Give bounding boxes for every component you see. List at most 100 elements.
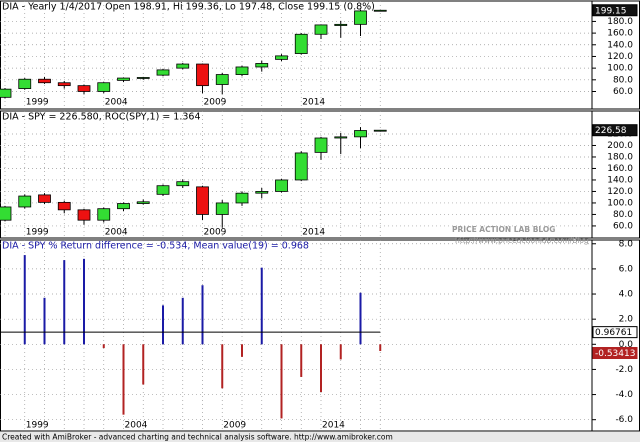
bar bbox=[300, 344, 303, 377]
candle-body bbox=[38, 194, 51, 203]
x-tick-label: 1999 bbox=[26, 98, 49, 108]
candle-body bbox=[255, 191, 269, 194]
last-value-label: 199.15 bbox=[595, 6, 627, 16]
bar bbox=[339, 344, 342, 360]
x-tick-label: 2004 bbox=[105, 98, 128, 108]
bar bbox=[63, 260, 66, 345]
x-tick-label: 2014 bbox=[322, 421, 345, 431]
y-tick-label: -6.0 bbox=[615, 415, 633, 425]
y-tick-label: 160.0 bbox=[607, 164, 633, 174]
pane-title: DIA - SPY % Return difference = -0.534, … bbox=[2, 241, 309, 252]
last-value-label: 226.58 bbox=[595, 126, 627, 136]
candle-body bbox=[196, 186, 209, 215]
candle-body bbox=[18, 195, 32, 208]
bar bbox=[102, 344, 105, 349]
footer-bar bbox=[0, 432, 640, 442]
candle-body bbox=[176, 181, 190, 187]
candle-body bbox=[275, 179, 288, 192]
y-tick-label: 0.0 bbox=[619, 340, 634, 350]
candle-body bbox=[0, 88, 12, 98]
y-tick-label: 180.0 bbox=[607, 17, 633, 27]
candle-body bbox=[136, 77, 150, 79]
bar bbox=[379, 344, 382, 352]
x-tick-label: 2004 bbox=[105, 228, 128, 238]
x-tick-label: 1999 bbox=[26, 228, 49, 238]
x-tick-label: 2009 bbox=[223, 421, 246, 431]
candle-body bbox=[334, 136, 348, 139]
y-tick-label: 120.0 bbox=[607, 187, 633, 197]
bar bbox=[221, 344, 224, 389]
candle-body bbox=[97, 208, 111, 221]
y-tick-label: 140.0 bbox=[607, 175, 633, 185]
candle-body bbox=[294, 152, 308, 181]
last-value-box bbox=[592, 4, 638, 17]
y-tick-label: 6.0 bbox=[619, 264, 634, 274]
y-tick-label: 200.0 bbox=[607, 141, 633, 151]
y-tick-label: 2.0 bbox=[619, 315, 634, 325]
y-tick-label: 100.0 bbox=[607, 64, 633, 74]
pane-title: DIA - Yearly 1/4/2017 Open 198.91, Hi 19… bbox=[2, 2, 375, 13]
y-tick-label: 80.0 bbox=[613, 210, 633, 220]
watermark-url: http://www.priceactionlab.com/Blog bbox=[455, 236, 589, 245]
bar bbox=[320, 344, 322, 393]
last-value-box bbox=[592, 347, 638, 360]
candle-body bbox=[354, 10, 367, 25]
candle-body bbox=[117, 203, 130, 210]
bar bbox=[83, 258, 85, 345]
x-tick-label: 2009 bbox=[204, 228, 227, 238]
candle-body bbox=[0, 206, 12, 221]
candle-body bbox=[156, 185, 170, 195]
bar bbox=[241, 344, 243, 357]
y-tick-label: 4.0 bbox=[619, 290, 634, 300]
candle-body bbox=[97, 82, 111, 92]
candle-body bbox=[196, 63, 209, 87]
bar bbox=[201, 285, 204, 345]
bar bbox=[162, 305, 164, 345]
y-tick-label: 60.0 bbox=[613, 87, 633, 97]
candle-body bbox=[215, 74, 229, 85]
last-value-box bbox=[592, 124, 638, 137]
y-tick-label: 140.0 bbox=[607, 40, 633, 50]
footer-text: Created with AmiBroker - advanced charti… bbox=[2, 433, 393, 442]
bar bbox=[181, 297, 184, 345]
x-tick-label: 2009 bbox=[204, 98, 227, 108]
x-tick-label: 1999 bbox=[26, 421, 49, 431]
candle-body bbox=[314, 137, 328, 153]
candle-body bbox=[117, 77, 130, 81]
last-value-box bbox=[592, 326, 638, 339]
last-value-label: -0.53413 bbox=[595, 349, 635, 359]
x-tick-label: 2004 bbox=[125, 421, 148, 431]
candle-body bbox=[18, 78, 32, 89]
y-tick-label: 180.0 bbox=[607, 152, 633, 162]
candle-body bbox=[373, 9, 387, 12]
candle-body bbox=[77, 209, 91, 221]
candle-body bbox=[38, 78, 51, 84]
candle-body bbox=[156, 69, 170, 76]
x-tick-label: 2014 bbox=[302, 228, 325, 238]
bar bbox=[142, 344, 145, 385]
candle-body bbox=[176, 63, 190, 69]
bar bbox=[43, 297, 46, 345]
candle-body bbox=[57, 201, 71, 211]
candle-body bbox=[294, 33, 308, 54]
candle-body bbox=[77, 85, 91, 92]
y-tick-label: 100.0 bbox=[607, 198, 633, 208]
candle-body bbox=[136, 201, 150, 204]
last-value-label: 0.96761 bbox=[595, 328, 632, 338]
y-tick-label: 60.0 bbox=[613, 221, 633, 231]
candle-body bbox=[314, 24, 328, 35]
candle-body bbox=[373, 129, 387, 132]
candle-body bbox=[275, 55, 288, 60]
bar bbox=[359, 292, 362, 345]
watermark: PRICE ACTION LAB BLOG bbox=[452, 225, 555, 234]
candle-body bbox=[354, 130, 367, 138]
candle-body bbox=[235, 66, 249, 75]
y-tick-label: 160.0 bbox=[607, 29, 633, 39]
bar bbox=[260, 267, 263, 345]
y-tick-label: -4.0 bbox=[615, 390, 633, 400]
candle-body bbox=[334, 23, 348, 26]
y-tick-label: -2.0 bbox=[615, 365, 633, 375]
y-tick-label: 80.0 bbox=[613, 75, 633, 85]
bar bbox=[23, 255, 26, 345]
